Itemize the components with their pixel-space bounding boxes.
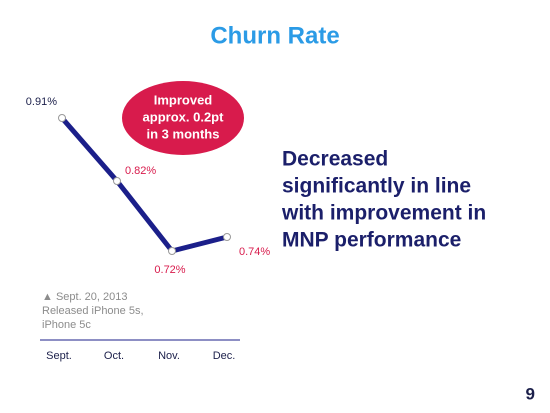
note-text: Released iPhone 5s, [42,305,144,317]
data-point [223,233,231,241]
data-label: 0.82% [125,165,156,177]
data-label: 0.91% [26,96,57,108]
callout-text: approx. 0.2pt [143,109,225,124]
data-point [113,177,121,185]
callout-text: in 3 months [147,126,220,141]
x-tick-label: Sept. [46,350,72,362]
message-text: Decreased [282,148,388,171]
x-tick-label: Oct. [104,350,124,362]
data-line [60,116,228,254]
message-text: significantly in line [282,175,471,198]
note-text: iPhone 5c [42,319,91,331]
data-point [168,247,176,255]
page-number: 9 [526,384,535,403]
message-text: MNP performance [282,229,461,252]
data-label: 0.72% [154,264,185,276]
data-label: 0.74% [239,246,270,258]
callout-bubble [122,81,244,155]
x-tick-label: Dec. [213,350,236,362]
chart-title: Churn Rate [210,22,339,49]
message-text: with improvement in [281,202,486,225]
x-tick-label: Nov. [158,350,180,362]
callout-text: Improved [154,92,213,107]
note-text: ▲ Sept. 20, 2013 [42,291,128,303]
data-point [58,114,66,122]
